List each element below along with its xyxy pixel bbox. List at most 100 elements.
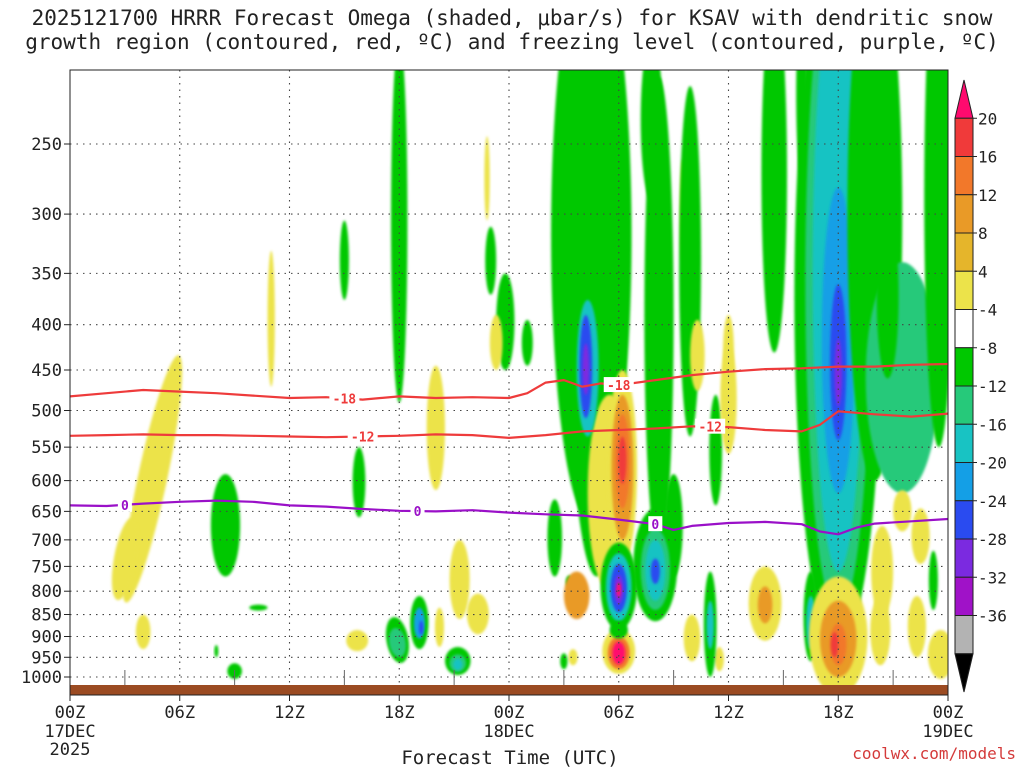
colorbar-label-3: 8 [978, 224, 988, 243]
colorbar-label-7: -12 [978, 377, 1007, 396]
colorbar-bin-1 [954, 117, 974, 157]
omega-region-92 [830, 632, 839, 658]
contour-label-bg-dgz-minus12-1 [695, 418, 726, 434]
omega-region-22 [485, 226, 497, 295]
omega-region-18 [426, 365, 445, 491]
x-tick-label-6: 12Z [713, 703, 744, 723]
omega-region-10 [346, 630, 369, 652]
omega-region-93 [871, 525, 894, 617]
omega-region-97 [907, 595, 927, 658]
omega-region-99 [927, 630, 948, 679]
omega-region-54 [612, 641, 626, 665]
omega-region-72 [706, 600, 714, 650]
contour-label-bg-dgz-minus18-0 [329, 390, 360, 406]
y-tick-label-600: 600 [31, 472, 62, 492]
contour-label-freezing-level-2: 0 [651, 518, 659, 533]
x-tick-label-0: 00Z [55, 703, 86, 723]
omega-region-95 [893, 490, 912, 532]
y-tick-label-750: 750 [31, 557, 62, 577]
y-tick-label-300: 300 [31, 205, 62, 225]
x-date-label-0: 17DEC [44, 722, 95, 742]
omega-region-51 [616, 582, 621, 597]
colorbar-label-5: -4 [978, 301, 997, 320]
x-tick-label-2: 12Z [274, 703, 305, 723]
y-tick-label-550: 550 [31, 438, 62, 458]
omega-region-29 [547, 499, 563, 577]
omega-region-87 [876, 214, 899, 379]
omega-region-66 [709, 394, 723, 506]
grid-lines [70, 70, 948, 685]
colorbar-label-13: -36 [978, 607, 1007, 626]
omega-region-75 [761, 70, 788, 353]
omega-region-17 [434, 607, 445, 648]
x-axis-title: Forecast Time (UTC) [401, 747, 618, 768]
x-date-label-8: 19DEC [922, 722, 973, 742]
chart-title-line-2: growth region (contoured, red, ºC) and f… [25, 30, 999, 54]
y-axis: 2503003504004505005506006507007508008509… [21, 135, 70, 688]
x-tick-label-5: 06Z [603, 703, 634, 723]
y-tick-label-800: 800 [31, 582, 62, 602]
colorbar-bin-8 [954, 385, 974, 425]
omega-region-88 [924, 70, 948, 448]
y-tick-label-850: 850 [31, 606, 62, 626]
y-tick-label-700: 700 [31, 531, 62, 551]
colorbar-cap-bottom [954, 653, 974, 693]
omega-region-46 [618, 436, 627, 484]
colorbar-bin-12 [954, 538, 974, 578]
chart-title: 2025121700 HRRR Forecast Omega (shaded, … [0, 6, 1024, 54]
contour-lines: -18 -18 -12 -12 0 0 0 [70, 362, 948, 536]
contour-dgz-minus12 [70, 410, 948, 439]
y-tick-label-350: 350 [31, 264, 62, 284]
y-tick-label-250: 250 [31, 135, 62, 155]
x-tick-label-8: 00Z [933, 703, 964, 723]
omega-region-70 [683, 614, 701, 662]
colorbar-bin-6 [954, 309, 974, 349]
omega-region-94 [870, 595, 891, 666]
omega-region-16 [419, 620, 424, 635]
omega-region-25 [453, 658, 463, 671]
colorbar-label-2: 12 [978, 186, 997, 205]
x-tick-label-4: 00Z [494, 703, 525, 723]
omega-region-21 [484, 136, 490, 221]
colorbar-label-0: 20 [978, 109, 997, 128]
omega-region-98 [928, 550, 938, 610]
omega-region-96 [911, 508, 930, 564]
omega-region-74 [757, 586, 773, 624]
omega-region-62 [650, 558, 660, 584]
omega-region-65 [690, 319, 705, 391]
omega-region-3 [210, 474, 241, 577]
contour-label-bg-freezing-level-1 [410, 503, 425, 519]
colorbar-bin-14 [954, 615, 974, 655]
contour-label-freezing-level-0: 0 [121, 499, 129, 514]
omega-region-27 [521, 319, 533, 366]
colorbar-bin-3 [954, 194, 974, 234]
omega-region-9 [352, 447, 366, 518]
colorbar-bin-13 [954, 576, 974, 616]
ground-bar [70, 685, 948, 695]
colorbar-bin-11 [954, 500, 974, 540]
colorbar: 20 16 12 8 4 -4 -8 -12 -16 -20 -24 -28 -32 -36 [954, 79, 1007, 693]
omega-region-42 [582, 343, 590, 395]
colorbar-bin-4 [954, 232, 974, 272]
omega-region-28 [489, 314, 503, 370]
contour-label-bg-freezing-level-0 [117, 496, 132, 512]
contour-freezing-level [70, 499, 948, 536]
colorbar-label-4: 4 [978, 262, 988, 281]
colorbar-bin-5 [954, 270, 974, 310]
colorbar-bin-9 [954, 423, 974, 463]
y-tick-label-950: 950 [31, 648, 62, 668]
contour-label-bg-dgz-minus18-1 [603, 377, 634, 393]
colorbar-bin-7 [954, 347, 974, 387]
x-tick-label-1: 06Z [164, 703, 195, 723]
contour-label-freezing-level-1: 0 [414, 505, 422, 520]
colorbar-label-1: 16 [978, 148, 997, 167]
y-tick-label-400: 400 [31, 316, 62, 336]
colorbar-label-12: -32 [978, 568, 1007, 587]
chart-title-line-1: 2025121700 HRRR Forecast Omega (shaded, … [31, 6, 993, 30]
colorbar-cap-top [954, 79, 974, 119]
contour-label-bg-freezing-level-2 [648, 516, 663, 532]
contour-dgz-minus18 [70, 362, 948, 401]
contour-label-dgz-minus12-0: -12 [351, 431, 374, 446]
